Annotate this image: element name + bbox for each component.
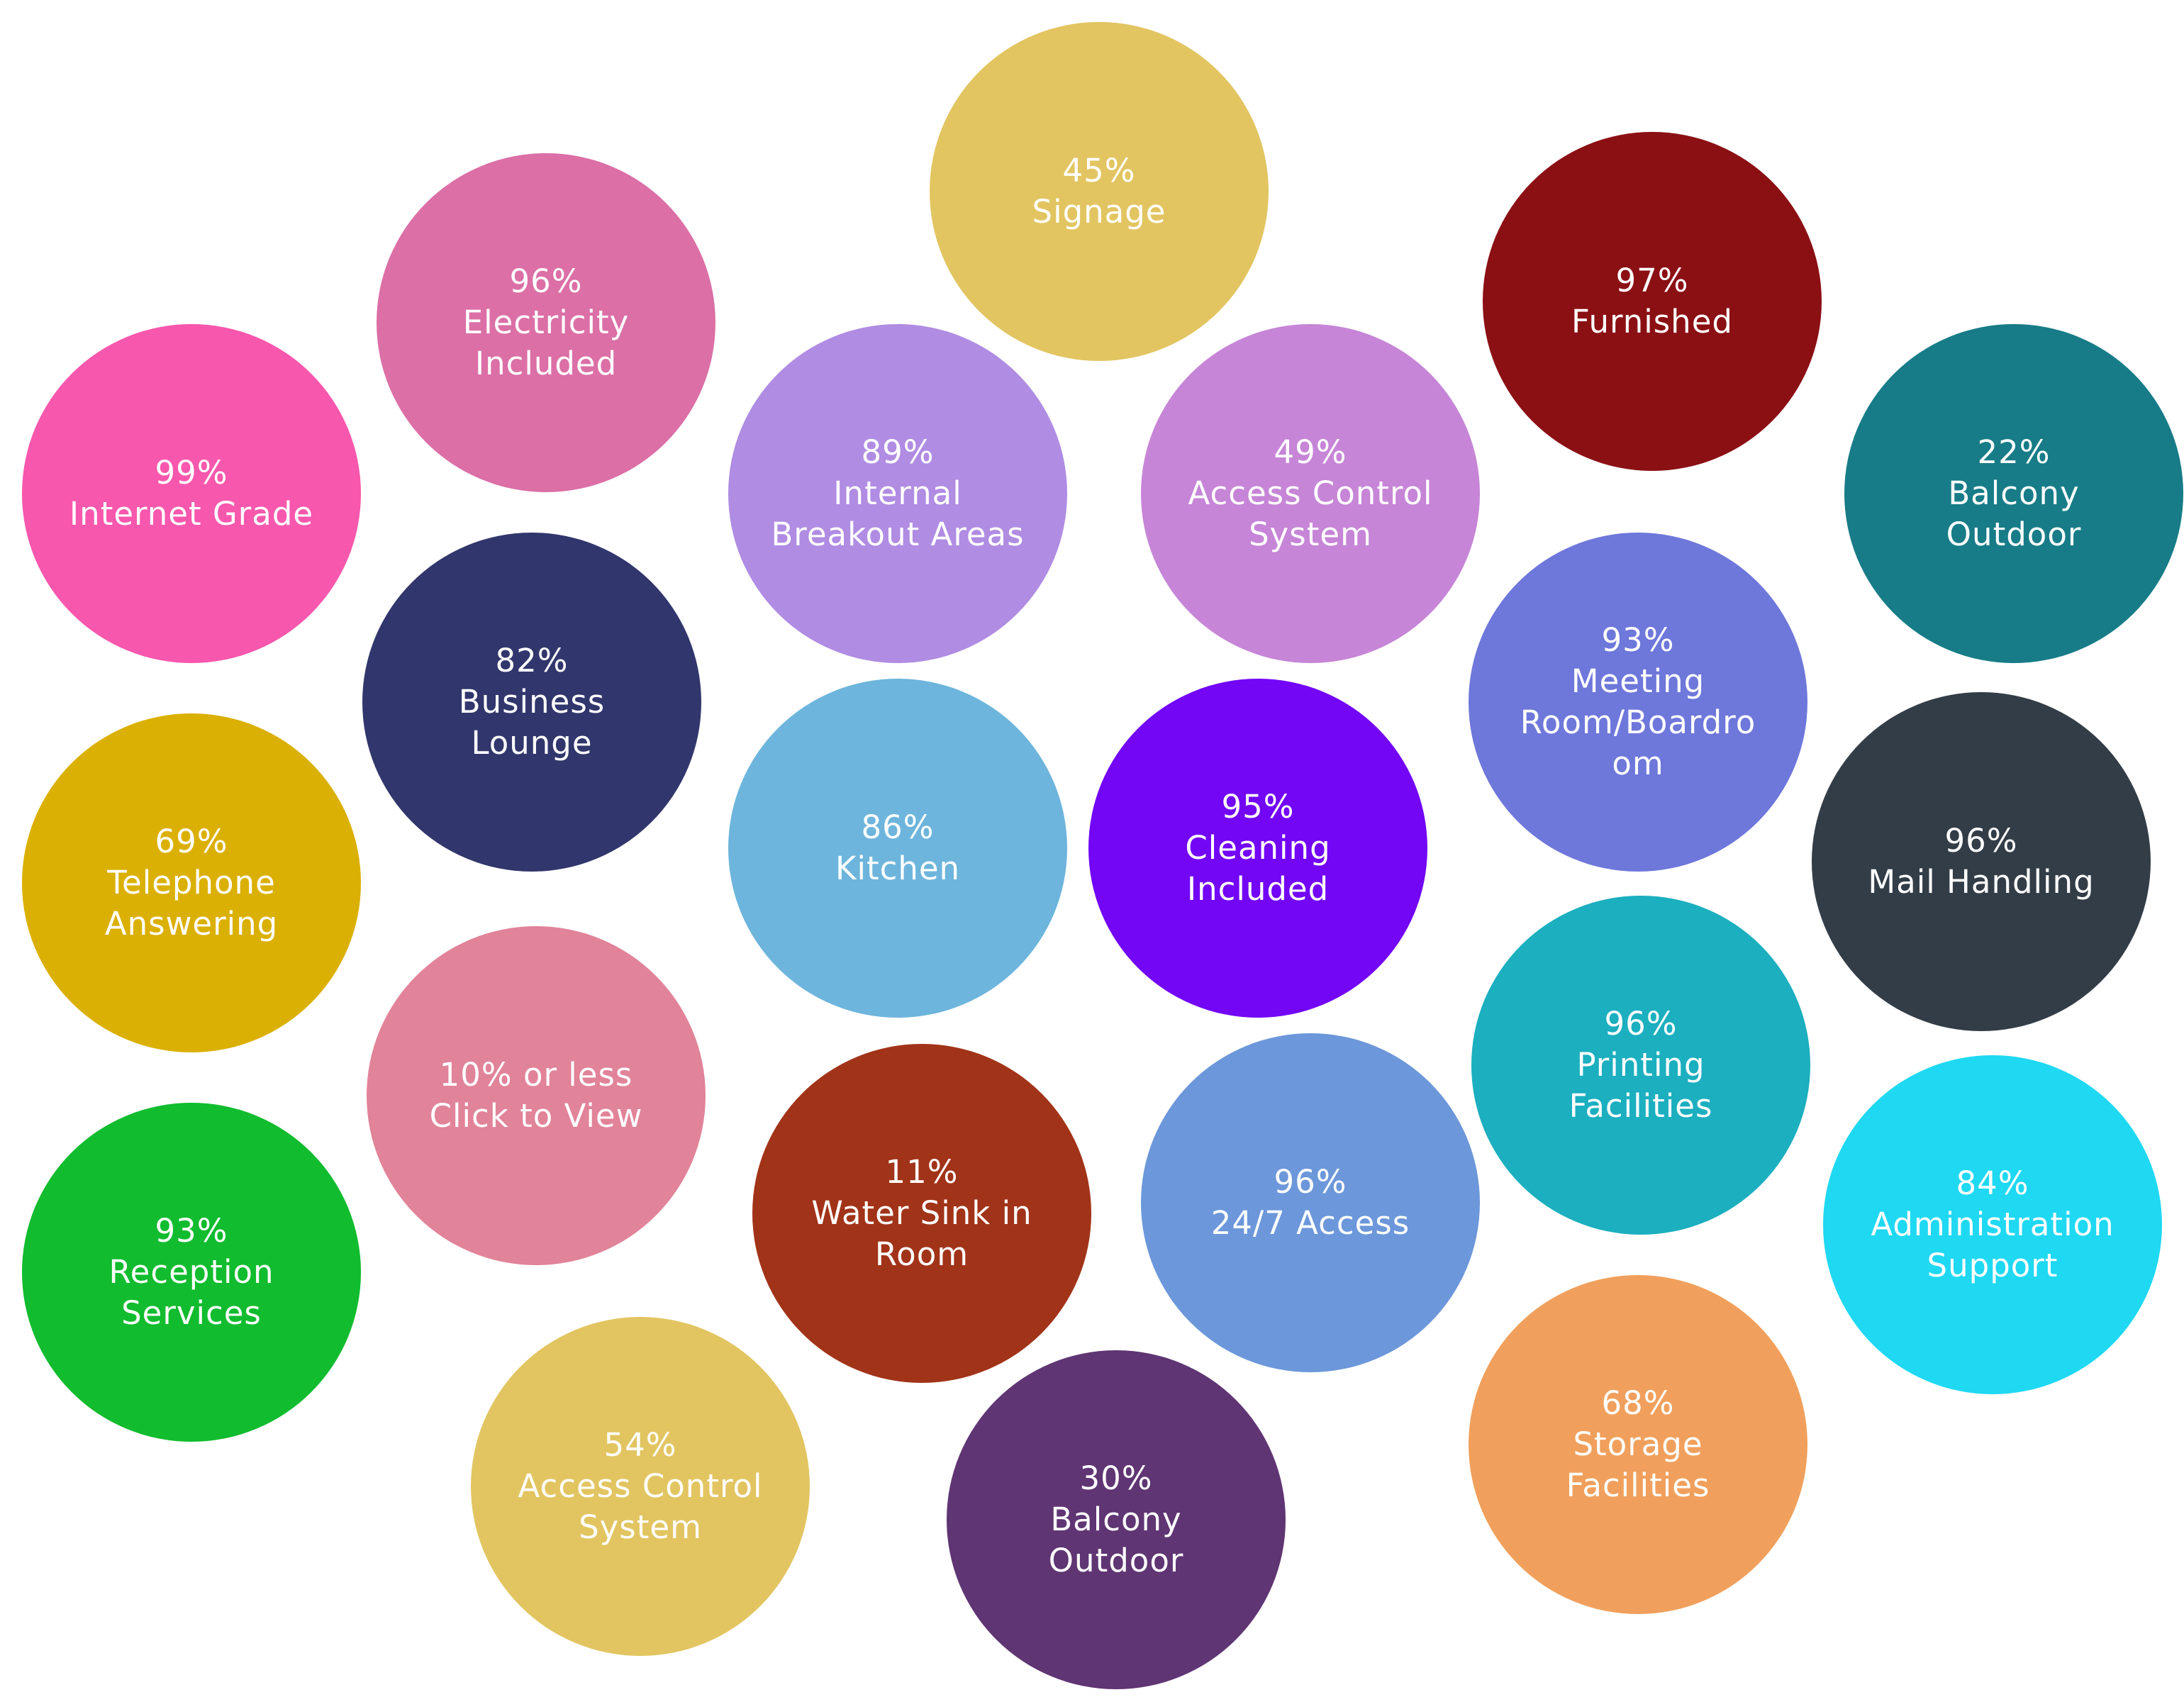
bubble-label: Lounge [471,724,593,762]
bubble-percent: 84% [1956,1164,2029,1202]
bubble-label: Facilities [1569,1087,1713,1125]
bubble-label: Reception [108,1253,274,1291]
bubble-cleaning-included[interactable]: 95% Cleaning Included [1088,679,1427,1018]
bubble-percent: 45% [1062,152,1136,189]
bubble-percent: 11% [885,1153,959,1191]
bubble-percent: 49% [1274,433,1347,471]
bubble-label: Signage [1032,193,1166,230]
bubble-label: Water Sink in [811,1194,1032,1232]
bubble-reception-services[interactable]: 93% Reception Services [22,1103,361,1442]
bubble-percent: 89% [861,433,935,471]
bubble-percent: 68% [1601,1384,1675,1422]
bubble-mail-handling[interactable]: 96% Mail Handling [1812,692,2151,1031]
bubble-internal-breakout-areas[interactable]: 89% Internal Breakout Areas [728,324,1067,663]
bubble-label: 24/7 Access [1210,1204,1410,1242]
bubble-balcony-outdoor-30[interactable]: 30% Balcony Outdoor [947,1350,1286,1689]
bubble-percent: 96% [509,262,583,300]
bubble-click-to-view[interactable]: 10% or less Click to View [367,926,706,1265]
bubble-water-sink[interactable]: 11% Water Sink in Room [752,1044,1091,1383]
bubble-label: Outdoor [1946,516,2082,553]
bubble-label: Included [1186,870,1330,908]
bubble-percent: 96% [1274,1163,1347,1201]
bubble-label: Balcony [1948,474,2080,512]
bubble-meeting-room[interactable]: 93% Meeting Room/Boardro om [1469,533,1807,872]
bubble-percent: 99% [155,454,228,491]
bubble-furnished[interactable]: 97% Furnished [1483,132,1822,471]
bubble-percent: 22% [1977,433,2051,471]
bubble-label: Support [1927,1247,2058,1284]
bubble-label: System [1249,516,1372,553]
bubble-printing-facilities[interactable]: 96% Printing Facilities [1471,896,1810,1235]
bubble-percent: 96% [1604,1005,1678,1042]
bubble-percent: 86% [861,808,935,846]
bubble-business-lounge[interactable]: 82% Business Lounge [362,533,701,872]
bubble-percent: 97% [1615,262,1689,299]
bubble-access-control-49[interactable]: 49% Access Control System [1141,324,1480,663]
bubble-internet-grade[interactable]: 99% Internet Grade [22,324,361,663]
bubble-label: Included [474,345,618,382]
bubble-label: Answering [104,905,279,942]
bubble-label: Room [874,1235,969,1273]
bubble-percent: 82% [495,642,569,679]
bubble-label: Storage [1573,1425,1703,1463]
bubble-percent: 69% [155,823,228,860]
bubble-label: Facilities [1566,1467,1710,1504]
bubble-label: Outdoor [1048,1542,1184,1579]
bubble-label: Internet Grade [69,495,314,533]
bubble-label: Cleaning [1185,829,1331,867]
bubble-percent: 93% [1601,621,1675,659]
bubble-percent: 30% [1079,1459,1153,1497]
bubble-label: System [579,1508,702,1546]
bubble-kitchen[interactable]: 86% Kitchen [728,679,1067,1018]
bubble-administration-support[interactable]: 84% Administration Support [1823,1055,2162,1394]
bubble-label: Printing [1576,1046,1705,1084]
bubble-label: Click to View [429,1097,643,1135]
bubble-label: Electricity [462,304,630,341]
bubble-label: Meeting [1571,662,1705,700]
bubble-balcony-outdoor-22[interactable]: 22% Balcony Outdoor [1844,324,2183,663]
bubble-electricity-included[interactable]: 96% Electricity Included [377,153,715,492]
bubble-storage-facilities[interactable]: 68% Storage Facilities [1469,1275,1807,1614]
bubble-label: Services [121,1294,262,1332]
bubble-signage[interactable]: 45% Signage [930,22,1269,361]
bubble-label: Kitchen [835,850,961,887]
bubble-percent: 95% [1221,788,1295,825]
bubble-telephone-answering[interactable]: 69% Telephone Answering [22,713,361,1052]
bubble-label: Business [458,683,606,721]
bubble-label: Furnished [1571,303,1733,340]
bubble-percent: 10% or less [439,1056,633,1094]
bubble-label: Internal [833,474,962,512]
bubble-label: Balcony [1050,1501,1182,1538]
bubble-label: Access Control [518,1467,763,1505]
bubble-access-control-54[interactable]: 54% Access Control System [471,1317,810,1656]
bubble-percent: 54% [603,1426,677,1464]
bubble-percent: 96% [1944,822,2018,860]
bubble-percent: 93% [155,1212,228,1250]
bubble-label: Room/Boardro [1520,703,1756,741]
bubble-label: Mail Handling [1868,863,2095,901]
bubble-24-7-access[interactable]: 96% 24/7 Access [1141,1033,1480,1372]
bubble-label: Telephone [107,864,276,901]
bubble-label: Administration [1871,1206,2115,1243]
bubble-label: om [1612,745,1664,782]
bubble-label: Access Control [1188,474,1433,512]
bubble-label: Breakout Areas [771,516,1025,553]
